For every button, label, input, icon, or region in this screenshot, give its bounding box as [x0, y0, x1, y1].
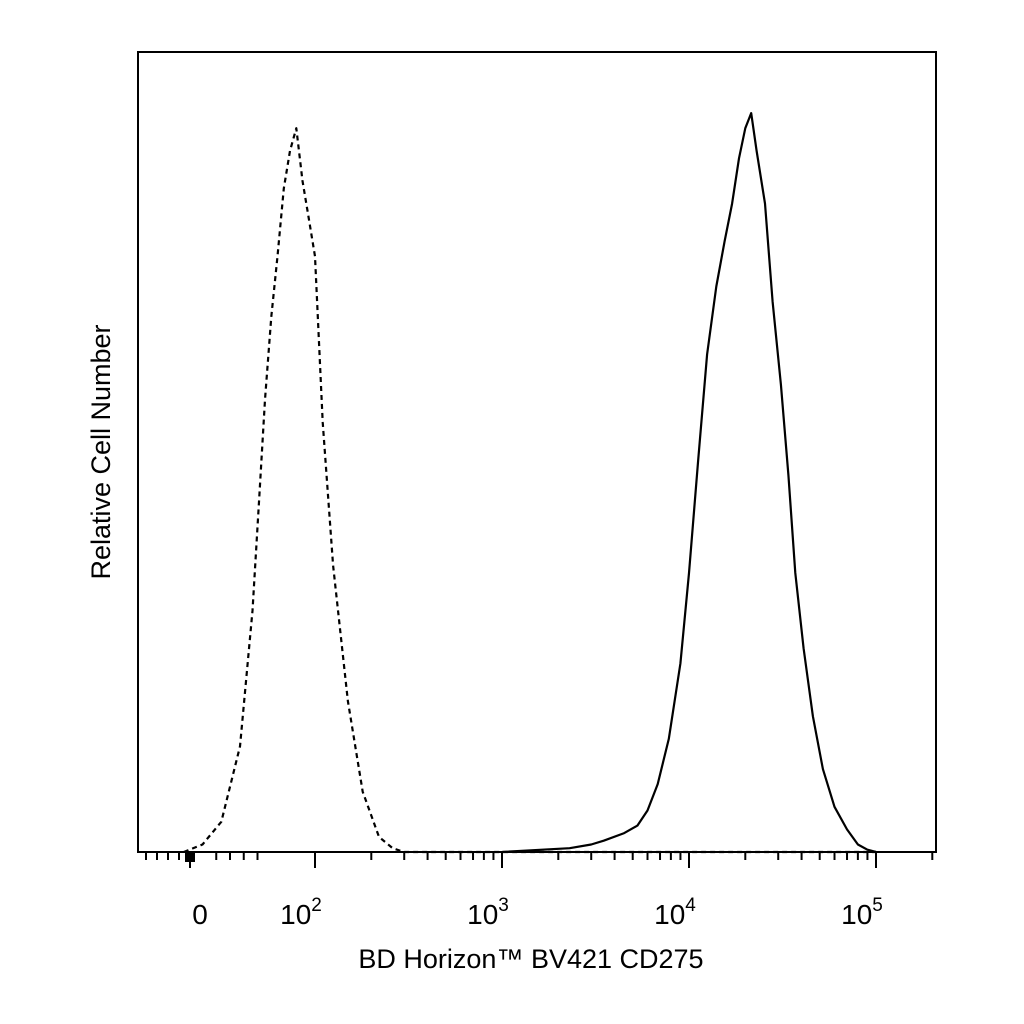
x-axis-tick-labels: 0 102 103 104 105: [192, 895, 883, 930]
x-tick-label: 103: [467, 895, 509, 930]
x-tick-label: 104: [654, 895, 696, 930]
isotype-control-histogram-line: [183, 127, 876, 854]
x-axis-ticks: [145, 852, 934, 868]
series-layer: [183, 111, 877, 854]
x-tick-label: 0: [192, 899, 208, 930]
x-axis-label: BD Horizon™ BV421 CD275: [358, 944, 703, 974]
x-tick-label: 102: [280, 895, 322, 930]
y-axis-label: Relative Cell Number: [86, 324, 116, 579]
x-tick-label: 105: [841, 895, 883, 930]
stained-sample-histogram-line: [501, 111, 877, 854]
plot-frame: [137, 51, 937, 853]
